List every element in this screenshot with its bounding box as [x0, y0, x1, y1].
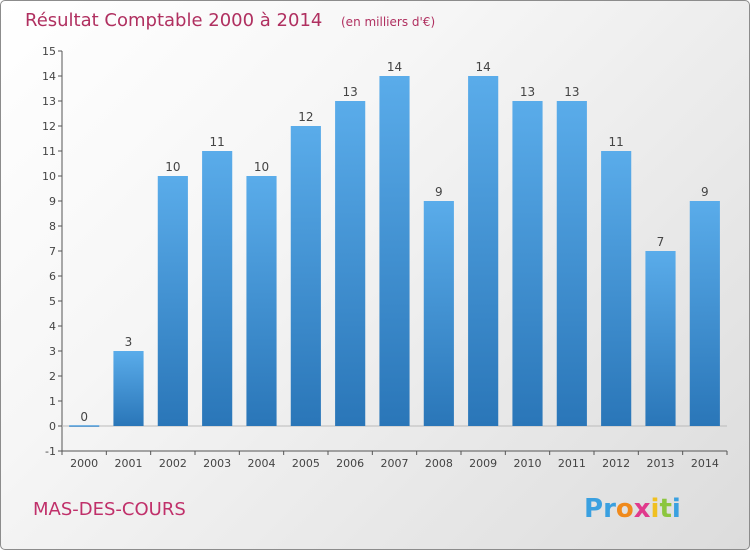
logo-letter: o — [616, 494, 634, 524]
bar-2006 — [335, 101, 366, 426]
x-tick-label: 2008 — [425, 457, 453, 470]
y-tick-label: 11 — [42, 145, 56, 158]
y-tick-label: 8 — [49, 220, 56, 233]
value-label-2007: 14 — [387, 60, 402, 74]
bar-2000 — [69, 425, 100, 427]
value-label-2014: 9 — [701, 185, 709, 199]
x-tick-label: 2012 — [602, 457, 630, 470]
y-tick-label: 15 — [42, 45, 56, 58]
value-label-2010: 13 — [520, 85, 535, 99]
x-tick-label: 2007 — [381, 457, 409, 470]
x-tick-label: 2001 — [115, 457, 143, 470]
bar-2001 — [113, 351, 144, 426]
value-label-2011: 13 — [564, 85, 579, 99]
bar-2005 — [290, 126, 321, 426]
chart-title: Résultat Comptable 2000 à 2014 — [25, 10, 322, 31]
x-tick-label: 2006 — [336, 457, 364, 470]
y-tick-label: 13 — [42, 95, 56, 108]
y-tick-label: -1 — [45, 445, 56, 458]
y-tick-label: 3 — [49, 345, 56, 358]
value-label-2004: 10 — [254, 160, 269, 174]
logo-letter: P — [584, 494, 603, 524]
bar-2013 — [645, 251, 676, 426]
y-tick-label: 7 — [49, 245, 56, 258]
y-tick-label: 0 — [49, 420, 56, 433]
y-tick-label: 2 — [49, 370, 56, 383]
value-label-2012: 11 — [609, 135, 624, 149]
commune-name: MAS-DES-COURS — [33, 499, 186, 520]
value-label-2001: 3 — [125, 335, 133, 349]
x-tick-label: 2003 — [203, 457, 231, 470]
bar-2002 — [157, 176, 188, 426]
logo-letter: x — [634, 494, 651, 524]
bar-2004 — [246, 176, 277, 426]
value-label-2009: 14 — [476, 60, 491, 74]
y-tick-label: 14 — [42, 70, 56, 83]
y-tick-label: 5 — [49, 295, 56, 308]
logo-letter: i — [651, 494, 660, 524]
bar-2010 — [512, 101, 543, 426]
bar-2007 — [379, 76, 410, 426]
bar-2011 — [556, 101, 587, 426]
value-label-2006: 13 — [343, 85, 358, 99]
chart-subtitle: (en milliers d'€) — [341, 15, 435, 29]
value-label-2005: 12 — [298, 110, 313, 124]
y-tick-label: 10 — [42, 170, 56, 183]
value-label-2000: 0 — [80, 410, 88, 424]
y-tick-label: 4 — [49, 320, 56, 333]
bar-series — [69, 76, 720, 427]
x-tick-label: 2014 — [691, 457, 719, 470]
value-label-2008: 9 — [435, 185, 443, 199]
x-tick-label: 2000 — [70, 457, 98, 470]
x-tick-label: 2013 — [647, 457, 675, 470]
bar-2009 — [468, 76, 499, 426]
value-label-2003: 11 — [210, 135, 225, 149]
x-axis: 2000 2001 2002 2003 2004 2005 2006 2007 2008 2009… — [61, 425, 728, 470]
x-tick-label: 2002 — [159, 457, 187, 470]
bar-2012 — [601, 151, 632, 426]
y-tick-label: 9 — [49, 195, 56, 208]
bar-2008 — [423, 201, 454, 426]
logo-letter: i — [672, 494, 681, 524]
value-label-2002: 10 — [165, 160, 180, 174]
bar-2014 — [689, 201, 720, 426]
value-label-2013: 7 — [657, 235, 665, 249]
x-tick-label: 2011 — [558, 457, 586, 470]
logo-letter: t — [659, 494, 671, 524]
x-tick-label: 2009 — [469, 457, 497, 470]
y-tick-label: 6 — [49, 270, 56, 283]
bar-2003 — [202, 151, 233, 426]
proxiti-logo[interactable]: Proxiti — [584, 494, 681, 524]
x-tick-label: 2010 — [514, 457, 542, 470]
y-tick-label: 1 — [49, 395, 56, 408]
logo-letter: r — [603, 494, 616, 524]
value-labels: 0 3 10 11 10 12 13 14 9 14 13 13 11 7 9 — [80, 60, 708, 424]
x-tick-label: 2004 — [248, 457, 276, 470]
x-tick-label: 2005 — [292, 457, 320, 470]
y-tick-label: 12 — [42, 120, 56, 133]
